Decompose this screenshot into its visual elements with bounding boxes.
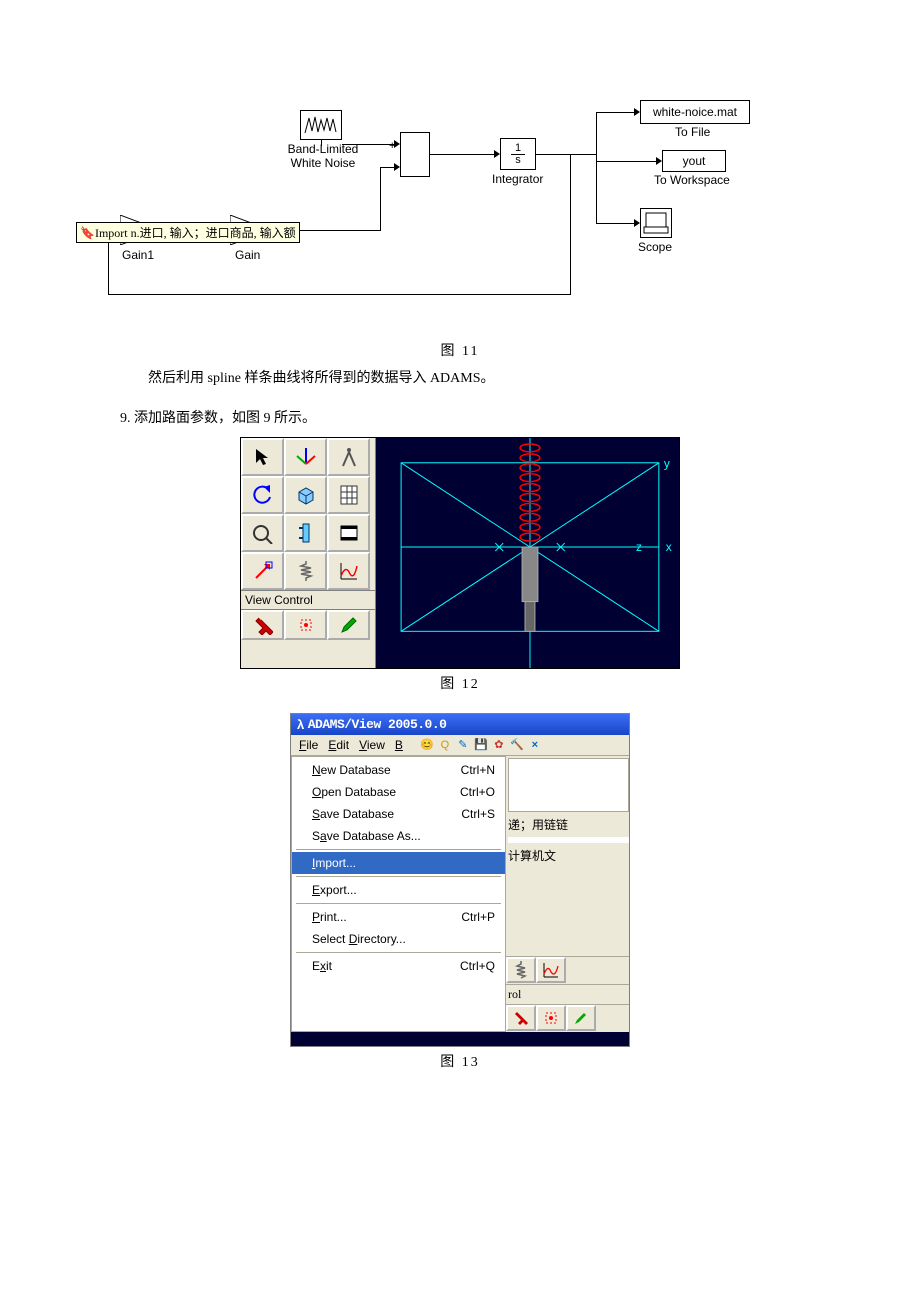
close-icon[interactable]: × [527,737,543,753]
menu-item-exit[interactable]: Exit Ctrl+Q [292,955,505,977]
target-icon[interactable] [536,1005,566,1031]
menu-item-export[interactable]: Export... [292,879,505,901]
scope-block [640,208,672,238]
gear-icon[interactable]: ✿ [491,737,507,753]
view3d-icon[interactable] [284,476,327,514]
target-icon[interactable] [284,610,327,640]
to-ws-block: yout [662,150,726,172]
menu-item-label: Select Directory... [312,932,406,946]
menu-separator [296,952,501,953]
sum-block [400,132,430,177]
app-icon: λ [297,717,304,732]
menu-item-label: Export... [312,883,357,897]
fig13-caption: 图 13 [60,1051,860,1071]
compass-icon[interactable] [327,438,370,476]
plot-icon[interactable] [327,552,370,590]
menu-item-label: Save Database As... [312,829,421,843]
edit-icon[interactable]: ✎ [455,737,471,753]
menu-file[interactable]: File [295,737,322,753]
menu-item-label: New Database [312,763,391,777]
menu-item-import[interactable]: Import... [292,852,505,874]
white-noise-label: Band-Limited White Noise [268,142,378,170]
fig13-bottom-bar [291,1032,629,1046]
fig11-caption: 图 11 [60,340,860,360]
side-text-2: 计算机文 [506,843,629,868]
undo-icon[interactable] [241,476,284,514]
menu-separator [296,876,501,877]
import-tooltip: 🔖Import n.进口, 输入；进口商品, 输入额 [76,222,300,243]
side-text-1: 递；用链链 [506,812,629,837]
arrow-diag-icon[interactable] [241,552,284,590]
film-icon[interactable] [327,514,370,552]
integrator-block: 1 s [500,138,536,170]
menu-view[interactable]: View [355,737,389,753]
pencil-icon[interactable] [566,1005,596,1031]
grid-icon[interactable] [327,476,370,514]
fig11-simulink-diagram: Band-Limited White Noise -K- Gain1 -K- G… [100,100,820,310]
wrench-icon[interactable] [506,1005,536,1031]
integrator-label: Integrator [492,172,543,186]
fig13-menubar: File Edit View B 😊 Q ✎ 💾 ✿ 🔨 × [291,735,629,756]
measure-icon[interactable] [284,514,327,552]
file-menu: New Database Ctrl+N Open Database Ctrl+O Sav… [291,756,506,1032]
menu-item-label: Print... [312,910,347,924]
search-icon[interactable]: Q [437,737,453,753]
side-text-3: rol [506,984,629,1004]
scope-label: Scope [638,240,672,254]
integrator-bot: s [511,155,525,166]
menu-edit[interactable]: Edit [324,737,353,753]
spring-icon[interactable] [284,552,327,590]
white-noise-block [300,110,342,140]
menu-item-label: Open Database [312,785,396,799]
menu-item-shortcut: Ctrl+N [461,763,495,777]
face-icon[interactable]: 😊 [419,737,435,753]
text-after-fig11: 然后利用 spline 样条曲线将所得到的数据导入 ADAMS。 [120,368,800,390]
menu-item-select-directory[interactable]: Select Directory... [292,928,505,950]
integrator-top: 1 [511,143,525,155]
menu-item-new-database[interactable]: New Database Ctrl+N [292,759,505,781]
fig12-viewport: y x z [376,438,679,668]
menu-item-shortcut: Ctrl+S [461,807,495,821]
fig13-side: 递；用链链 计算机文 rol [506,756,629,1032]
menu-b[interactable]: B [391,737,407,753]
fig12-toolbox: View Control [241,438,376,668]
to-file-label: To File [675,125,710,139]
save-icon[interactable]: 💾 [473,737,489,753]
to-file-block: white-noice.mat [640,100,750,124]
menu-item-save-database-as[interactable]: Save Database As... [292,825,505,847]
menu-item-shortcut: Ctrl+P [461,910,495,924]
menu-separator [296,849,501,850]
hammer-icon[interactable]: 🔨 [509,737,525,753]
wrench-icon[interactable] [241,610,284,640]
gain-label: Gain [235,248,260,262]
pencil-icon[interactable] [327,610,370,640]
list-item-9: 9. 添加路面参数，如图 9 所示。 [120,408,800,430]
to-ws-label: To Workspace [654,173,730,187]
gain1-label: Gain1 [122,248,154,262]
axes-icon[interactable] [284,438,327,476]
fig12-caption: 图 12 [60,673,860,693]
menu-item-print[interactable]: Print... Ctrl+P [292,906,505,928]
menu-item-label: Exit [312,959,332,973]
hand-icon[interactable] [241,514,284,552]
fig12-screenshot: View Control y x z [240,437,680,669]
titlebar-text: ADAMS/View 2005.0.0 [308,717,447,732]
menu-separator [296,903,501,904]
menu-item-shortcut: Ctrl+O [460,785,495,799]
fig13-screenshot: λ ADAMS/View 2005.0.0 File Edit View B 😊… [290,713,630,1047]
view-control-label: View Control [241,590,375,610]
fig13-titlebar: λ ADAMS/View 2005.0.0 [291,714,629,735]
axis-y: y [664,457,670,471]
axis-x: x [666,540,672,554]
spring-icon[interactable] [506,957,536,983]
menu-item-open-database[interactable]: Open Database Ctrl+O [292,781,505,803]
axis-z: z [636,540,642,554]
menu-item-label: Save Database [312,807,394,821]
pointer-icon[interactable] [241,438,284,476]
menu-item-save-database[interactable]: Save Database Ctrl+S [292,803,505,825]
menu-item-shortcut: Ctrl+Q [460,959,495,973]
menu-item-label: Import... [312,856,356,870]
plot-icon[interactable] [536,957,566,983]
